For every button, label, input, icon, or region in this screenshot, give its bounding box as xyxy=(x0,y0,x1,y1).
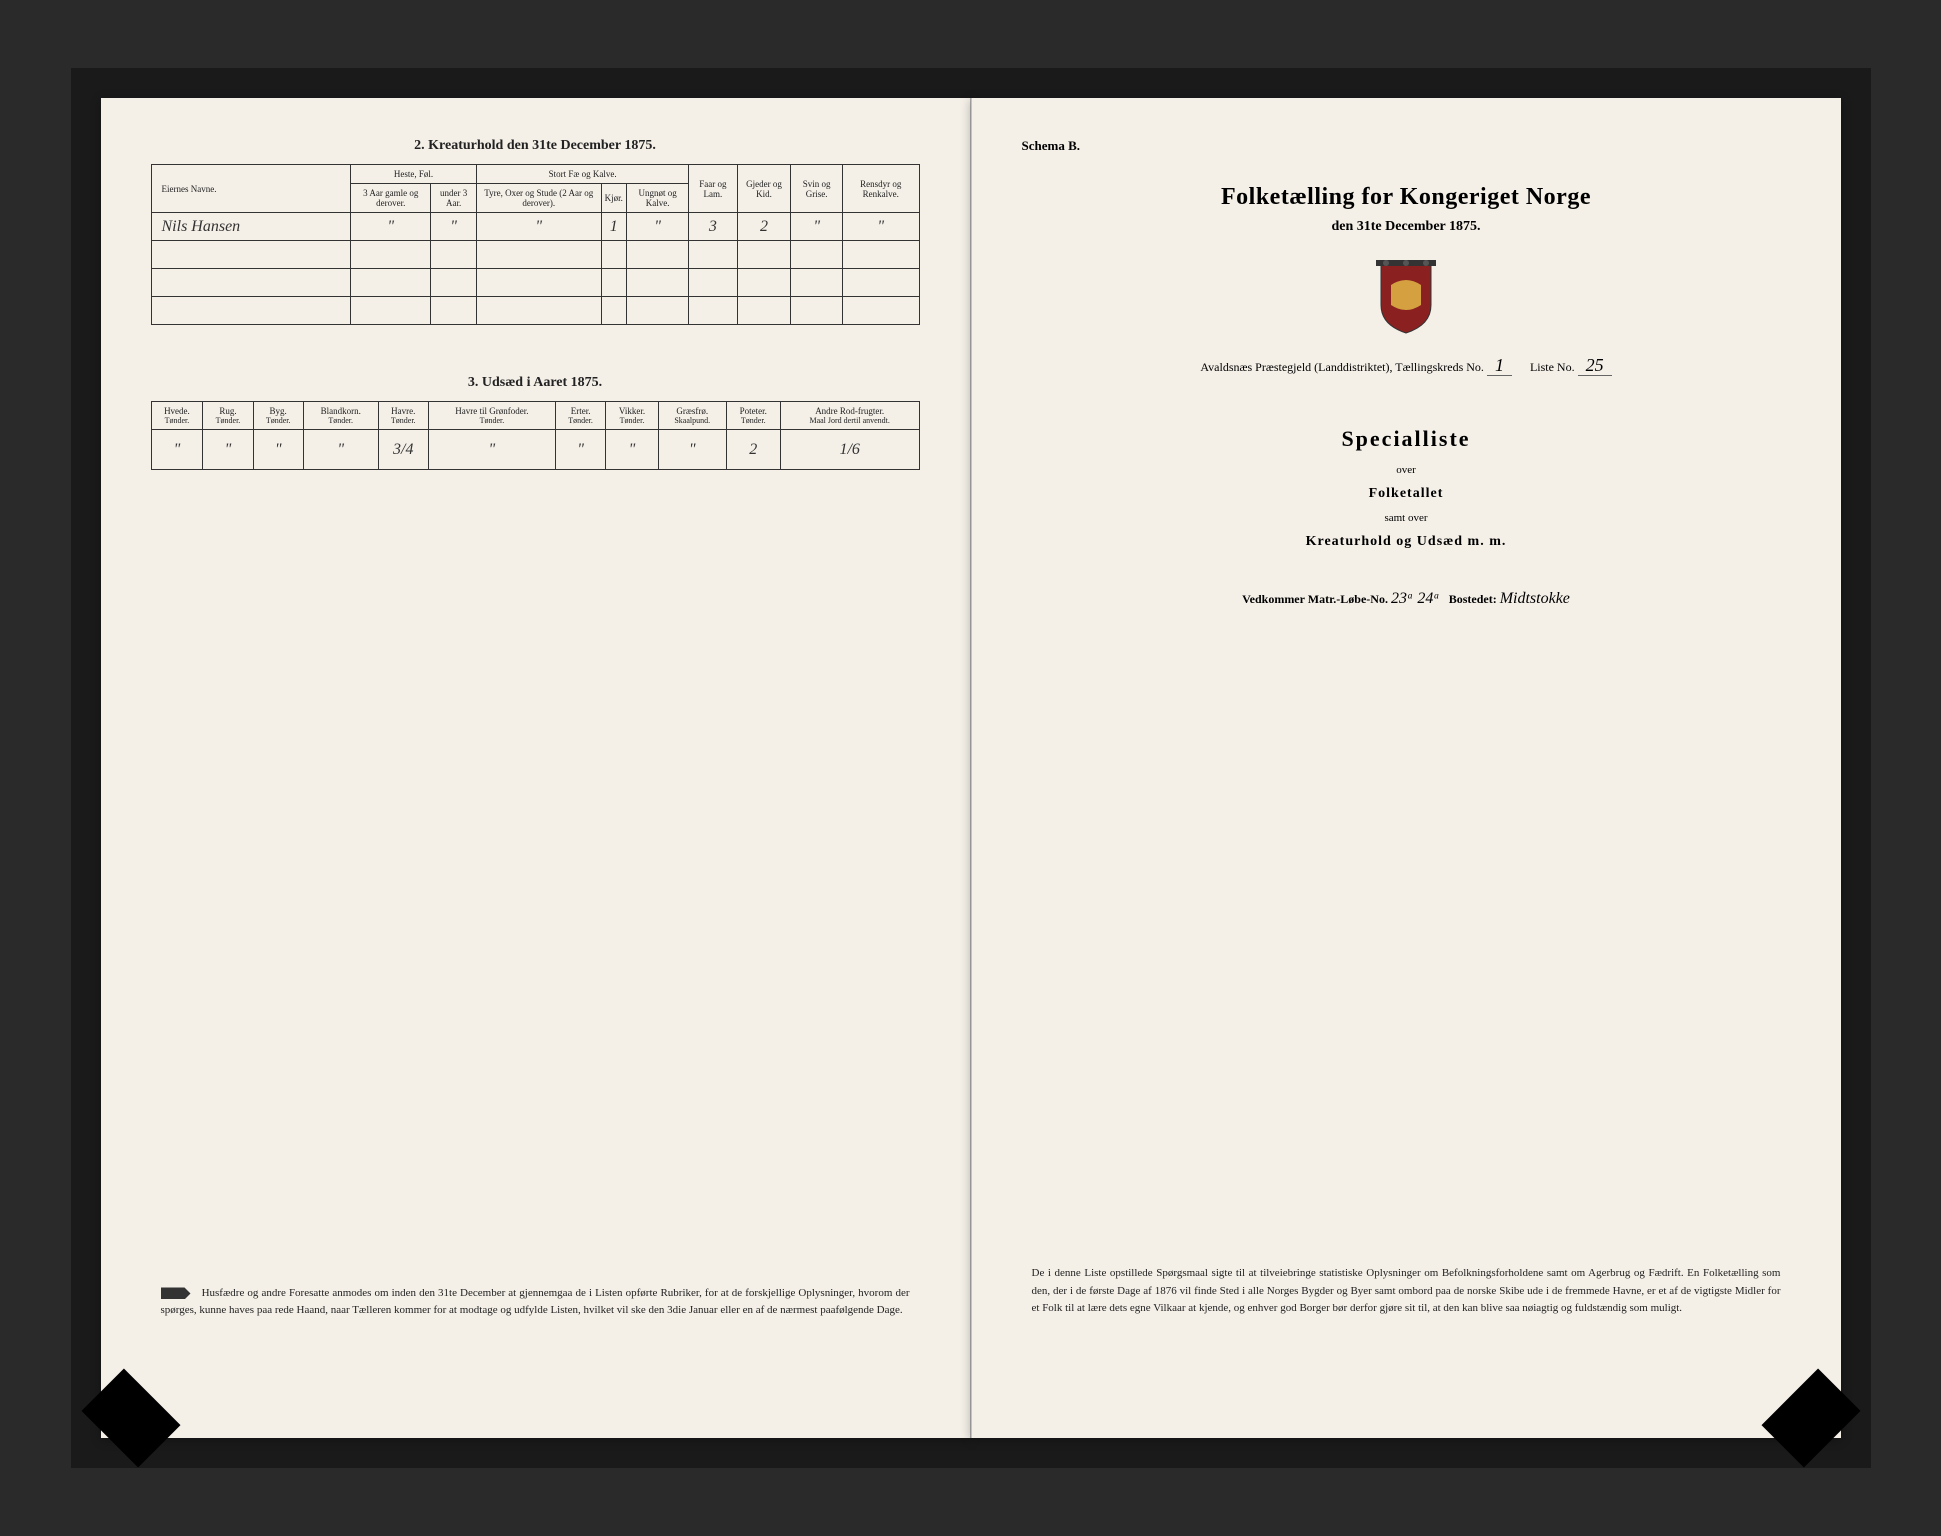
sub-title: den 31te December 1875. xyxy=(1022,219,1791,235)
vedkommer-line: Vedkommer Matr.-Løbe-No. 23ᵃ 24ᵃ Bostede… xyxy=(1022,590,1791,608)
cell: " xyxy=(303,430,378,470)
kreatur-body: Nils Hansen " " " 1 " 3 2 " " xyxy=(151,213,919,325)
udsaed-table: Hvede.Tønder. Rug.Tønder. Byg.Tønder. Bl… xyxy=(151,401,920,470)
bostedet-value: Midtstokke xyxy=(1500,590,1570,607)
col-havre: Havre.Tønder. xyxy=(378,402,428,430)
schema-label: Schema B. xyxy=(1022,138,1791,154)
col-fae1: Tyre, Oxer og Stude (2 Aar og derover). xyxy=(476,184,601,213)
matr-no: 23ᵃ 24ᵃ xyxy=(1391,590,1440,607)
cell: 3/4 xyxy=(378,430,428,470)
liste-no: 25 xyxy=(1578,355,1612,376)
col-rug: Rug.Tønder. xyxy=(203,402,253,430)
cell: " xyxy=(253,430,303,470)
udsaed-row: " " " " 3/4 " " " " 2 1/6 xyxy=(151,430,919,470)
pointer-icon xyxy=(161,1287,191,1299)
cell: " xyxy=(843,213,920,241)
table-row: Nils Hansen " " " 1 " 3 2 " " xyxy=(151,213,919,241)
cell: 1 xyxy=(601,213,626,241)
corner-clip xyxy=(81,1369,180,1468)
udsaed-header-row: Hvede.Tønder. Rug.Tønder. Byg.Tønder. Bl… xyxy=(151,402,919,430)
cell: 2 xyxy=(737,213,791,241)
group-heste: Heste, Føl. xyxy=(351,165,477,184)
col-heste2: under 3 Aar. xyxy=(431,184,477,213)
col-blandkorn: Blandkorn.Tønder. xyxy=(303,402,378,430)
vedkommer-prefix: Vedkommer Matr.-Løbe-No. xyxy=(1242,592,1388,606)
col-name: Eiernes Navne. xyxy=(151,165,351,213)
table-row xyxy=(151,269,919,297)
col-byg: Byg.Tønder. xyxy=(253,402,303,430)
cell: " xyxy=(555,430,605,470)
cell: " xyxy=(606,430,659,470)
right-page: Schema B. Folketælling for Kongeriget No… xyxy=(971,98,1841,1438)
col-fae2: Kjør. xyxy=(601,184,626,213)
liste-label: Liste No. xyxy=(1530,360,1575,374)
table-row xyxy=(151,297,919,325)
main-title: Folketælling for Kongeriget Norge xyxy=(1022,184,1791,211)
col-hvede: Hvede.Tønder. xyxy=(151,402,203,430)
col-vikker: Vikker.Tønder. xyxy=(606,402,659,430)
over-label: over xyxy=(1022,464,1791,476)
corner-clip xyxy=(1761,1369,1860,1468)
cell: " xyxy=(626,213,688,241)
col-rodfrugter: Andre Rod-frugter.Maal Jord dertil anven… xyxy=(780,402,919,430)
cell: " xyxy=(431,213,477,241)
cell: " xyxy=(428,430,555,470)
cell: " xyxy=(658,430,726,470)
folketallet-label: Folketallet xyxy=(1022,486,1791,502)
coat-of-arms-icon xyxy=(1022,255,1791,335)
col-svin: Svin og Grise. xyxy=(791,165,843,213)
left-footnote: Husfædre og andre Foresatte anmodes om i… xyxy=(161,1285,910,1318)
cell: " xyxy=(791,213,843,241)
open-book: 2. Kreaturhold den 31te December 1875. E… xyxy=(71,68,1871,1468)
cell: " xyxy=(151,430,203,470)
col-faar: Faar og Lam. xyxy=(689,165,737,213)
col-graesfro: Græsfrø.Skaalpund. xyxy=(658,402,726,430)
parish-line: Avaldsnæs Præstegjeld (Landdistriktet), … xyxy=(1022,355,1791,376)
cell: " xyxy=(203,430,253,470)
cell: " xyxy=(476,213,601,241)
cell: 3 xyxy=(689,213,737,241)
footnote-text: Husfædre og andre Foresatte anmodes om i… xyxy=(161,1287,910,1316)
cell: 2 xyxy=(726,430,780,470)
cell: 1/6 xyxy=(780,430,919,470)
book-spine xyxy=(970,98,972,1438)
section3-title: 3. Udsæd i Aaret 1875. xyxy=(151,375,920,391)
cell: " xyxy=(351,213,431,241)
group-fae: Stort Fæ og Kalve. xyxy=(476,165,688,184)
section2-title: 2. Kreaturhold den 31te December 1875. xyxy=(151,138,920,154)
col-ren: Rensdyr og Renkalve. xyxy=(843,165,920,213)
bostedet-label: Bostedet: xyxy=(1449,592,1497,606)
col-heste1: 3 Aar gamle og derover. xyxy=(351,184,431,213)
col-poteter: Poteter.Tønder. xyxy=(726,402,780,430)
parish-prefix: Avaldsnæs Præstegjeld (Landdistriktet), … xyxy=(1200,360,1484,374)
left-page: 2. Kreaturhold den 31te December 1875. E… xyxy=(101,98,971,1438)
owner-name: Nils Hansen xyxy=(151,213,351,241)
right-note: De i denne Liste opstillede Spørgsmaal s… xyxy=(1032,1265,1781,1318)
col-gjed: Gjeder og Kid. xyxy=(737,165,791,213)
samt-label: samt over xyxy=(1022,512,1791,524)
specialliste-title: Specialliste xyxy=(1022,426,1791,452)
col-havregron: Havre til Grønfoder.Tønder. xyxy=(428,402,555,430)
col-fae3: Ungnøt og Kalve. xyxy=(626,184,688,213)
col-erter: Erter.Tønder. xyxy=(555,402,605,430)
kreaturhold-table: Eiernes Navne. Heste, Føl. Stort Fæ og K… xyxy=(151,164,920,325)
table-row xyxy=(151,241,919,269)
kreds-no: 1 xyxy=(1487,355,1512,376)
kreatur-label: Kreaturhold og Udsæd m. m. xyxy=(1022,534,1791,550)
